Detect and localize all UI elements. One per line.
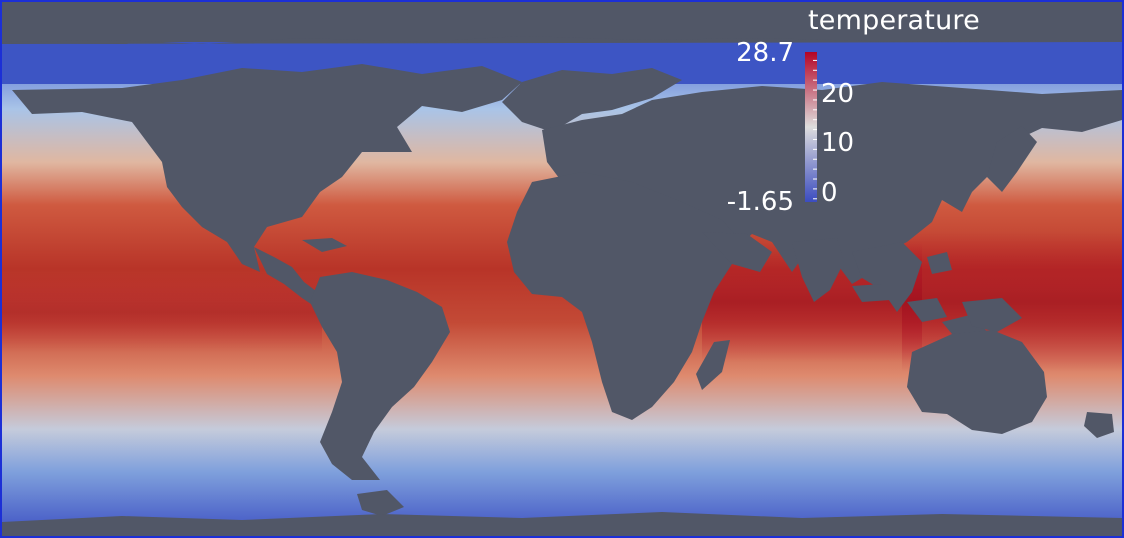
colorbar[interactable] [805,52,817,202]
colorbar-tick-label: 10 [821,128,855,159]
land-se-asia [852,242,922,312]
colorbar-tick-label: 0 [821,177,838,208]
land-north-america [12,64,522,272]
land-india [792,238,844,302]
land-south-america [310,272,450,480]
land-japan [987,126,1037,192]
land-greenland [502,68,682,132]
legend-range-min: -1.65 [726,187,794,217]
colorbar-ticks [813,59,817,200]
land-indonesia-4 [927,252,952,274]
colorbar-gradient [805,52,817,202]
land-indonesia-1 [852,284,890,302]
land-madagascar [696,340,730,390]
land-caribbean [302,238,347,252]
warm-band-pacific [2,272,322,352]
legend-range-max: 28.7 [736,38,794,68]
land-new-zealand [1084,412,1114,438]
land-africa [507,172,742,420]
land-top-strip [2,2,1122,42]
land-indonesia-2 [907,298,947,322]
legend-title: temperature [808,5,980,36]
land-central-america [254,247,332,310]
land-antarctica [2,512,1122,536]
land-new-guinea [962,298,1022,332]
land-australia [907,330,1047,434]
land-arabia [702,232,772,272]
land-arctic-edge [2,36,1122,44]
land-antarctica-peninsula [357,490,404,516]
colorbar-tick-label: 20 [821,78,855,109]
